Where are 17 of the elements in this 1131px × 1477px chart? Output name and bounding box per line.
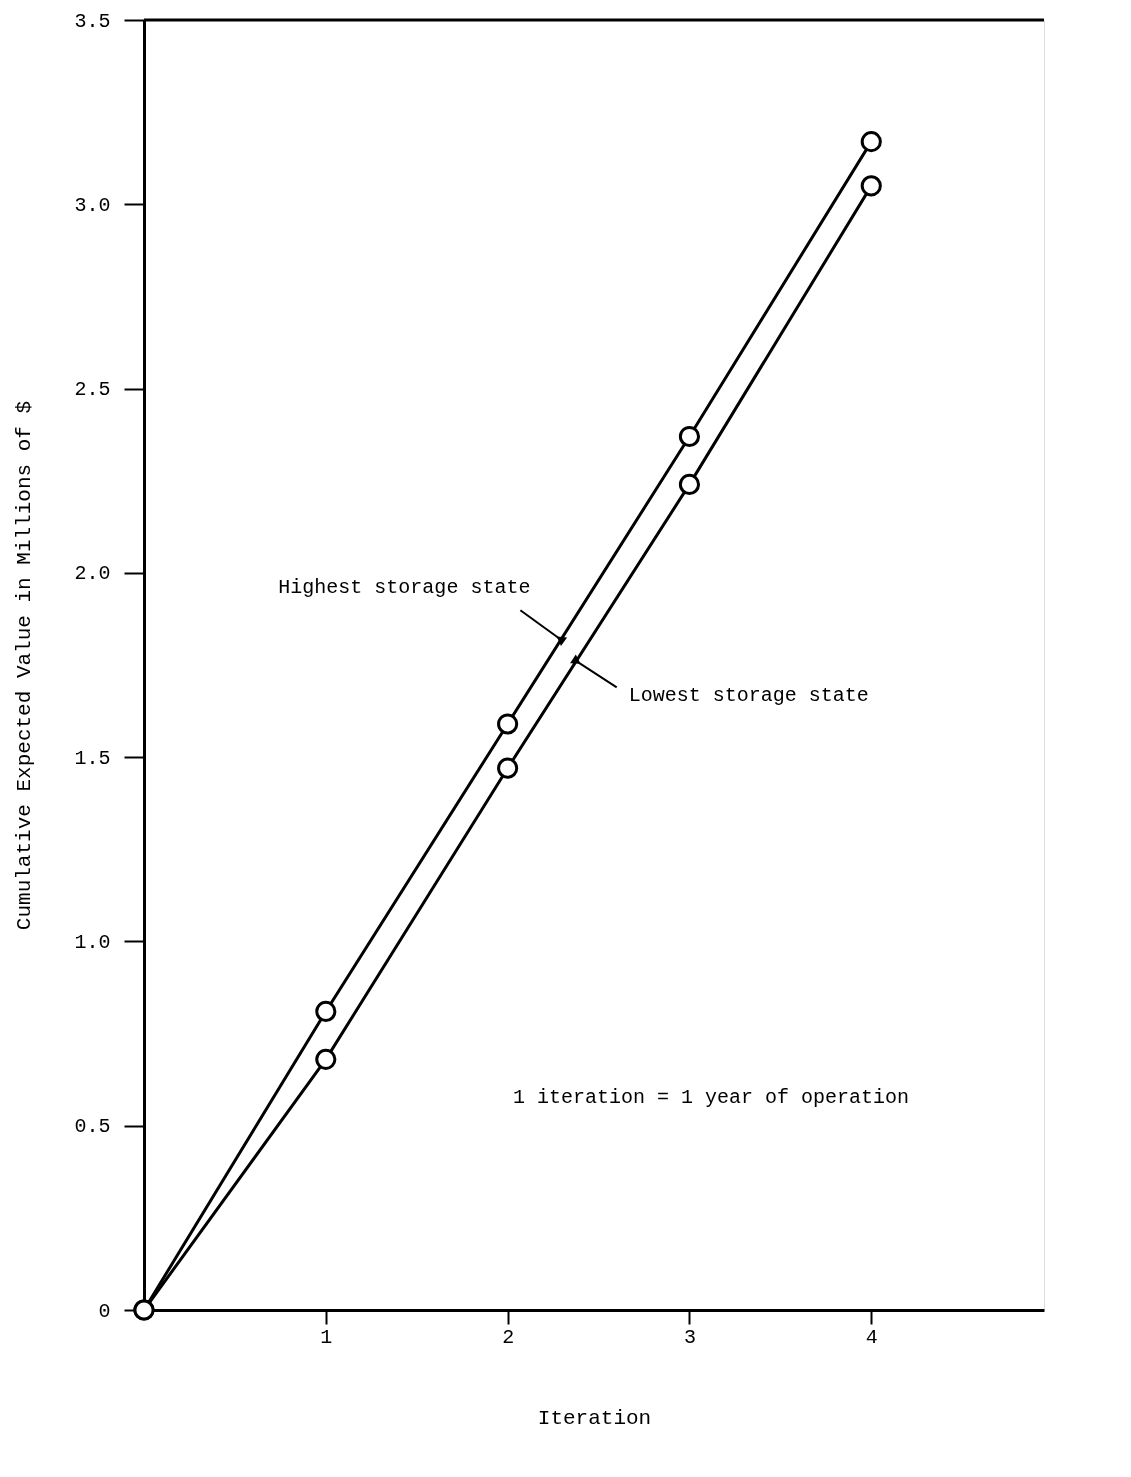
x-tick-label: 3 [683, 1325, 696, 1349]
annotation: 1 iteration = 1 year of operation [512, 1086, 910, 1110]
annotation: Lowest storage state [628, 684, 869, 708]
y-tick-label: 3.0 [74, 193, 111, 217]
y-tick-label: 3.5 [74, 9, 111, 33]
y-tick-label: 0.5 [74, 1115, 111, 1139]
y-tick-label: 2.5 [74, 378, 111, 402]
x-axis-title: Iteration [537, 1406, 652, 1430]
y-tick-label: 1.5 [74, 746, 111, 770]
annotation: Highest storage state [278, 576, 531, 600]
y-tick-label: 1.0 [74, 930, 111, 954]
y-tick-label: 0 [98, 1299, 111, 1323]
x-tick-label: 1 [320, 1325, 333, 1349]
x-tick-label: 4 [865, 1325, 878, 1349]
y-axis-title: Cumulative Expected Value in Millions of $ [13, 400, 37, 931]
y-tick-label: 2.0 [74, 562, 111, 586]
x-tick-label: 2 [502, 1325, 515, 1349]
